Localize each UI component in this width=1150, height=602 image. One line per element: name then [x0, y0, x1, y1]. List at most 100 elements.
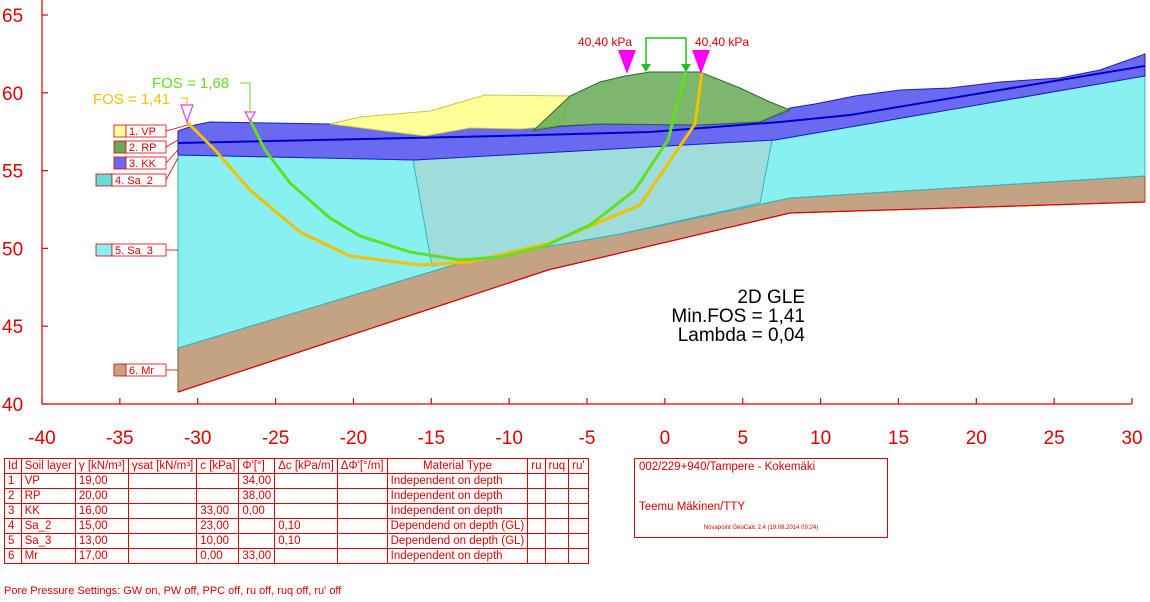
slip-surfaces [185, 71, 704, 267]
table-cell [238, 518, 276, 534]
table-header-cell: ΔΦ'[°/m] [336, 458, 388, 474]
table-cell [527, 503, 546, 519]
table-cell: 0,10 [274, 533, 338, 549]
legend-swatch [113, 156, 127, 170]
layer-legend: 1. VP 2. RP 3. KK 4. Sa_2 5. Sa_3 6. Mr [95, 124, 189, 377]
table-row: 2 RP 20,00 38,00 Independent on depth [4, 488, 589, 504]
table-cell: Sa_2 [20, 518, 76, 534]
table-cell: 1 [4, 473, 22, 489]
table-cell [127, 503, 198, 519]
table-cell: Independent on depth [386, 488, 529, 504]
slip-circle-yellow [185, 71, 704, 267]
groundwater-line [177, 65, 1146, 144]
x-tick-label: -5 [579, 428, 596, 449]
table-cell: Independent on depth [386, 503, 529, 519]
x-tick-label: 10 [810, 428, 831, 449]
y-ticks: 65 60 55 50 45 40 [2, 6, 48, 416]
table-header-cell: γ [kN/m³] [74, 458, 129, 474]
x-tick-label: -15 [418, 428, 445, 449]
legend-swatch [95, 173, 113, 187]
load-markers: 40,40 kPa 40,40 kPa [578, 35, 749, 74]
author-name: Teemu Mäkinen/TTY [639, 501, 746, 513]
legend-label: 2. RP [129, 142, 157, 154]
y-tick-label: 65 [2, 6, 23, 27]
legend-swatch [113, 363, 127, 377]
table-cell [336, 518, 388, 534]
table-cell: RP [20, 488, 76, 504]
marker-icon [243, 111, 257, 123]
table-cell: 6 [4, 548, 22, 564]
load-label-left: 40,40 kPa [578, 35, 632, 49]
table-cell [127, 518, 198, 534]
load-arrow-icon [692, 50, 710, 74]
x-tick-label: -10 [495, 428, 522, 449]
table-cell: 2 [4, 488, 22, 504]
table-cell [336, 488, 388, 504]
arrow-icon [641, 64, 651, 72]
fos-leader-green [240, 82, 251, 112]
marker-icon [180, 104, 194, 124]
x-tick-label: -40 [28, 428, 55, 449]
table-cell: 0,00 [196, 548, 240, 564]
slope-stability-plot: -40 -35 -30 -25 -20 -15 -10 -5 0 5 10 15 20 25 30 65 60… [2, 0, 1146, 449]
table-cell [336, 548, 388, 564]
table-cell [127, 473, 198, 489]
x-ticks: -40 -35 -30 -25 -20 -15 -10 -5 0 5 10 15 20 25 30 [28, 398, 1143, 449]
table-header-cell: Material Type [386, 458, 529, 474]
layer-rp [531, 71, 792, 132]
y-tick-label: 50 [2, 239, 23, 260]
table-cell: VP [20, 473, 76, 489]
table-header-cell: Soil layer [20, 458, 76, 474]
plot-axes: -40 -35 -30 -25 -20 -15 -10 -5 0 5 10 15 20 25 30 65 60… [2, 0, 1143, 449]
table-cell: Mr [20, 548, 76, 564]
table-cell: 19,00 [74, 473, 129, 489]
table-cell [127, 533, 198, 549]
table-cell [527, 533, 546, 549]
y-tick-label: 55 [2, 162, 23, 183]
x-tick-label: 25 [1044, 428, 1065, 449]
project-name: 002/229+940/Tampere - Kokemäki [639, 461, 816, 473]
table-cell [238, 533, 276, 549]
table-header-cell: ru' [568, 458, 589, 474]
table-cell: 38,00 [238, 488, 276, 504]
legend-label: 4. Sa_2 [115, 175, 153, 187]
table-row: 6 Mr 17,00 0,00 33,00 Independent on depth [4, 548, 589, 564]
table-cell [274, 548, 338, 564]
x-tick-label: -20 [340, 428, 367, 449]
table-cell [527, 548, 546, 564]
table-cell [196, 473, 240, 489]
table-cell [274, 503, 338, 519]
table-cell [274, 488, 338, 504]
table-cell [274, 473, 338, 489]
table-header-cell: Δc [kPa/m] [274, 458, 338, 474]
arrow-icon [681, 64, 691, 72]
table-cell [527, 518, 546, 534]
table-cell [527, 473, 546, 489]
table-header-row: Id Soil layer γ [kN/m³] γsat [kN/m³] c [kPa]… [4, 458, 589, 474]
table-cell [544, 533, 570, 549]
table-row: 3 KK 16,00 33,00 0,00 Independent on depth [4, 503, 589, 519]
legend-label: 1. VP [129, 126, 156, 138]
table-header-cell: Φ'[°] [238, 458, 276, 474]
table-header-cell: c [kPa] [196, 458, 240, 474]
table-row: 5 Sa_3 13,00 10,00 0,10 Dependend on depth (G… [4, 533, 589, 549]
table-cell: 0,00 [238, 503, 276, 519]
load-bracket [645, 37, 687, 70]
table-cell [127, 488, 198, 504]
y-tick-label: 40 [2, 395, 23, 416]
table-cell [568, 548, 589, 564]
soil-layers [177, 53, 1146, 393]
table-cell [568, 518, 589, 534]
table-cell: 23,00 [196, 518, 240, 534]
table-cell [127, 548, 198, 564]
table-cell: 3 [4, 503, 22, 519]
table-cell [544, 548, 570, 564]
table-cell: KK [20, 503, 76, 519]
table-cell: 33,00 [238, 548, 276, 564]
x-tick-label: 20 [966, 428, 987, 449]
table-cell [336, 503, 388, 519]
table-body: 1 VP 19,00 34,00 Independent on depth 2 RP 20,0… [4, 473, 589, 564]
table-row: 4 Sa_2 15,00 23,00 0,10 Dependend on depth (G… [4, 518, 589, 534]
software-info: Novapoint GeoCalc 2.4 (19.08.2014 09:24) [703, 525, 819, 531]
table-header-cell: ruq [544, 458, 570, 474]
